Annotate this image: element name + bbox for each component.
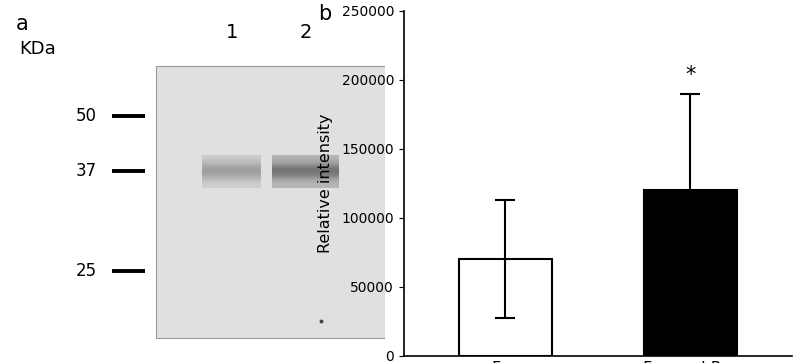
Bar bbox=[202, 187, 262, 188]
Bar bbox=[202, 167, 262, 168]
Bar bbox=[202, 183, 262, 184]
Bar bbox=[202, 170, 262, 171]
Text: a: a bbox=[16, 14, 29, 34]
Bar bbox=[272, 164, 338, 165]
Bar bbox=[272, 165, 338, 166]
Bar bbox=[272, 176, 338, 177]
Bar bbox=[272, 168, 338, 169]
Bar bbox=[202, 155, 262, 156]
Bar bbox=[644, 190, 737, 356]
Bar bbox=[202, 157, 262, 158]
Bar bbox=[272, 167, 338, 168]
Bar bbox=[272, 169, 338, 170]
Text: 25: 25 bbox=[76, 262, 97, 280]
Bar bbox=[202, 163, 262, 164]
Bar bbox=[202, 179, 262, 180]
Text: 1: 1 bbox=[226, 23, 238, 42]
Bar bbox=[272, 158, 338, 159]
Text: b: b bbox=[318, 4, 331, 24]
Bar bbox=[202, 171, 262, 172]
Bar bbox=[272, 175, 338, 176]
Bar bbox=[202, 172, 262, 174]
Bar bbox=[272, 185, 338, 187]
Bar bbox=[202, 174, 262, 175]
Bar bbox=[272, 172, 338, 174]
Bar bbox=[202, 182, 262, 183]
Bar bbox=[272, 163, 338, 164]
Bar bbox=[272, 179, 338, 180]
Bar bbox=[272, 155, 338, 156]
Bar bbox=[272, 171, 338, 172]
Text: 50: 50 bbox=[76, 107, 97, 125]
Bar bbox=[202, 164, 262, 165]
Bar bbox=[272, 174, 338, 175]
Bar bbox=[202, 178, 262, 179]
Bar bbox=[272, 170, 338, 171]
Text: 2: 2 bbox=[299, 23, 312, 42]
Bar bbox=[272, 166, 338, 167]
Bar bbox=[202, 181, 262, 182]
Bar bbox=[272, 184, 338, 185]
Bar bbox=[272, 178, 338, 179]
Bar bbox=[272, 162, 338, 163]
Y-axis label: Relative intensity: Relative intensity bbox=[318, 114, 333, 253]
Text: *: * bbox=[685, 65, 695, 85]
Bar bbox=[272, 177, 338, 178]
Bar bbox=[272, 159, 338, 160]
Bar bbox=[202, 158, 262, 159]
Bar bbox=[202, 169, 262, 170]
Bar bbox=[202, 168, 262, 169]
Bar bbox=[272, 157, 338, 158]
Bar bbox=[202, 160, 262, 162]
Bar bbox=[272, 156, 338, 157]
Bar bbox=[156, 66, 385, 338]
Text: KDa: KDa bbox=[20, 40, 57, 58]
Bar bbox=[202, 185, 262, 187]
Bar bbox=[202, 166, 262, 167]
Bar bbox=[202, 175, 262, 176]
Bar bbox=[202, 162, 262, 163]
Bar bbox=[272, 160, 338, 162]
Bar bbox=[272, 181, 338, 182]
Bar bbox=[272, 182, 338, 183]
Bar bbox=[272, 180, 338, 181]
Bar bbox=[202, 159, 262, 160]
Bar bbox=[202, 176, 262, 177]
Bar bbox=[202, 180, 262, 181]
Bar bbox=[272, 183, 338, 184]
Bar bbox=[202, 184, 262, 185]
Bar bbox=[202, 177, 262, 178]
Bar bbox=[202, 165, 262, 166]
Bar bbox=[272, 187, 338, 188]
Text: 37: 37 bbox=[76, 162, 97, 180]
Bar bbox=[202, 156, 262, 157]
Bar bbox=[459, 259, 552, 356]
